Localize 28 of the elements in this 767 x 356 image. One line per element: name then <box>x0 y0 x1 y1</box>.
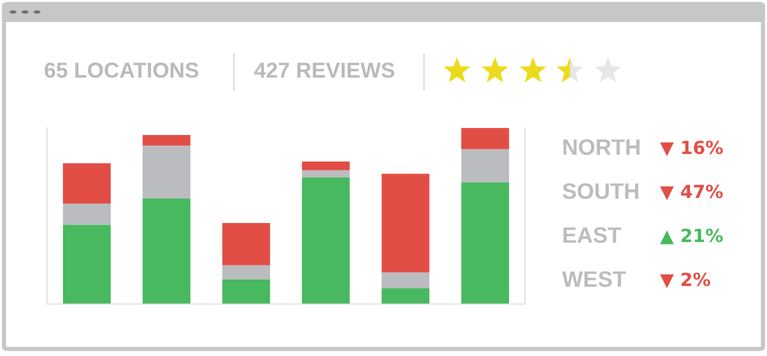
bar <box>222 265 270 280</box>
category-label: WEST <box>562 271 626 287</box>
text: 427 REVIEWS <box>254 62 394 78</box>
bar <box>222 279 270 304</box>
text: ▼ 16% <box>660 140 723 156</box>
bar <box>382 174 430 272</box>
bar <box>461 149 510 183</box>
bar <box>382 288 430 304</box>
bar <box>62 204 111 225</box>
text: 65 LOCATIONS <box>44 62 198 78</box>
category-label: SOUTH <box>562 183 638 199</box>
bar <box>62 163 111 204</box>
bar <box>62 224 111 304</box>
text: ▲ 21% <box>660 228 723 244</box>
bar <box>302 177 350 304</box>
bar <box>461 182 510 304</box>
text: ▼ 47% <box>660 184 723 200</box>
bar <box>142 146 190 198</box>
category-label: NORTH <box>563 139 640 155</box>
text: ▼ 2% <box>660 272 710 288</box>
bar <box>302 170 350 178</box>
bar <box>222 223 270 266</box>
bar <box>142 135 190 146</box>
bar <box>461 128 510 150</box>
category-label: EAST <box>563 227 622 243</box>
bar <box>302 161 350 170</box>
bar <box>382 272 430 288</box>
bar <box>142 198 190 304</box>
